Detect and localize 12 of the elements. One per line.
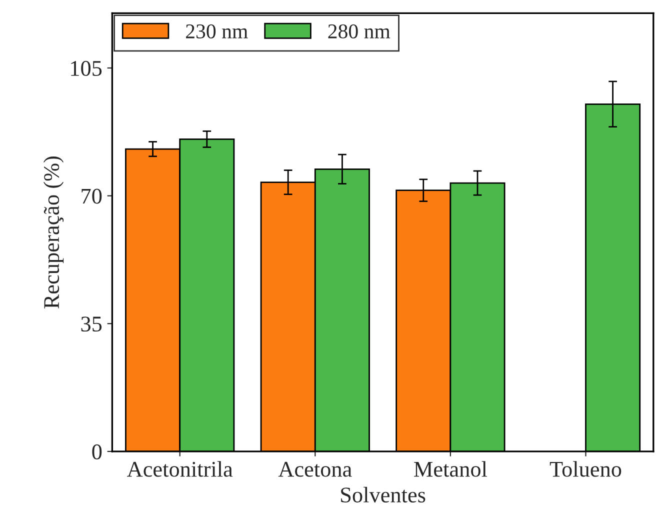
legend-label: 230 nm [186, 24, 248, 38]
x-tick-label: Acetonitrila [127, 461, 233, 477]
legend-label: 280 nm [328, 24, 390, 38]
y-axis-title: Recuperação (%) [43, 156, 64, 308]
y-tick-label: 0 [92, 444, 102, 460]
x-tick-label: Metanol [414, 461, 488, 477]
y-tick-label: 70 [82, 188, 102, 204]
x-tick-label: Acetona [278, 462, 352, 477]
x-axis-title: Solventes [341, 486, 426, 503]
y-tick-label: 105 [71, 60, 102, 76]
y-tick-label: 35 [81, 316, 102, 332]
x-tick-label: Tolueno [550, 461, 622, 477]
